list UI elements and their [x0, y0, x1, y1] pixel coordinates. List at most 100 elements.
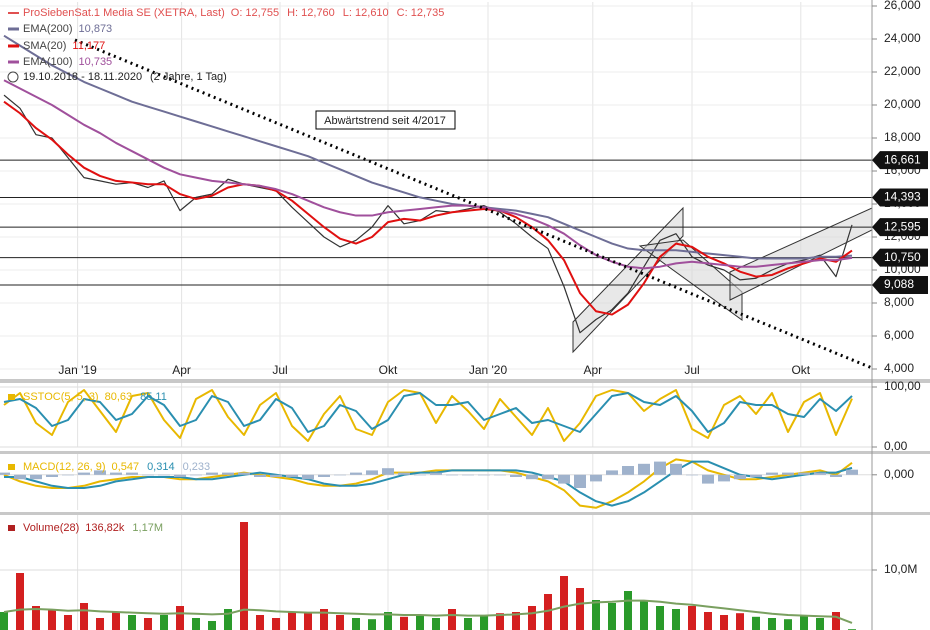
- bar: [560, 576, 568, 630]
- bar: [544, 594, 552, 630]
- bar: [608, 603, 616, 630]
- bar: [288, 612, 296, 630]
- bar: [430, 472, 442, 475]
- y-tick-label: 8,000: [884, 295, 914, 309]
- bar: [336, 615, 344, 630]
- y-tick-label: 10,0M: [884, 562, 917, 576]
- legend-value: 1,17M: [132, 522, 163, 534]
- bar: [350, 472, 362, 475]
- legend-icon: [8, 525, 15, 531]
- bar: [830, 474, 842, 477]
- bar: [766, 472, 778, 475]
- ohlc: H: 12,760: [287, 7, 335, 19]
- bar: [368, 619, 376, 630]
- annotation: Abwärtstrend seit 4/2017: [324, 115, 446, 127]
- bar: [222, 472, 234, 475]
- bar: [384, 612, 392, 630]
- annotation-box: [315, 110, 456, 130]
- bar: [752, 616, 760, 630]
- bar: [304, 613, 312, 630]
- x-tick-label: Jan '19: [58, 363, 97, 377]
- bar: [846, 469, 858, 475]
- bar: [654, 461, 666, 475]
- bar: [736, 613, 744, 630]
- x-tick-label: Apr: [172, 363, 191, 377]
- bar: [480, 615, 488, 630]
- bar: [112, 612, 120, 630]
- bar: [750, 474, 762, 477]
- bar: [192, 618, 200, 630]
- y-tick-label: 24,000: [884, 31, 921, 45]
- bar: [528, 606, 536, 630]
- bar: [80, 603, 88, 630]
- x-tick-label: Jul: [272, 363, 287, 377]
- bar: [800, 615, 808, 630]
- bar: [494, 474, 506, 476]
- legend-value: 0,233: [183, 461, 211, 473]
- legend-name: ProSiebenSat.1 Media SE (XETRA, Last): [23, 7, 225, 19]
- bar: [462, 474, 474, 476]
- bar: [622, 466, 634, 475]
- bar: [32, 606, 40, 630]
- legend-value: 85,11: [140, 391, 167, 403]
- series-line: [3, 79, 853, 270]
- bar: [670, 463, 682, 475]
- level-label: 12,595: [884, 219, 921, 233]
- bar: [512, 612, 520, 630]
- clock-icon: [7, 71, 19, 83]
- bar: [256, 615, 264, 630]
- legend: 19.10.2018 - 18.11.2020 (2 Jahre, 1 Tag)…: [7, 7, 444, 534]
- bar: [416, 615, 424, 630]
- series-line: [3, 100, 853, 316]
- legend-name: EMA(100): [23, 56, 73, 68]
- level-label-bg: [872, 151, 928, 170]
- bar: [94, 470, 106, 475]
- bar: [446, 474, 458, 476]
- series-line: [4, 460, 853, 507]
- legend-value: 11,177: [72, 40, 105, 52]
- x-tick-label: Jan '20: [469, 363, 508, 377]
- bar: [382, 468, 394, 475]
- legend-icon: [8, 394, 15, 400]
- legend-icon: [8, 464, 15, 470]
- bar: [254, 474, 266, 477]
- y-tick-label: 20,000: [884, 97, 921, 111]
- separator: [0, 379, 930, 383]
- bar: [126, 472, 138, 475]
- y-tick-label: 4,000: [884, 361, 914, 375]
- bar: [0, 472, 10, 475]
- bar: [238, 472, 250, 475]
- level-label-bg: [872, 248, 928, 267]
- legend-value: 0,314: [147, 461, 175, 473]
- bar: [590, 474, 602, 482]
- legend-value: 136,82k: [85, 522, 125, 534]
- separator: [0, 451, 930, 454]
- bar: [110, 472, 122, 475]
- level-label-bg: [872, 276, 928, 295]
- bar: [208, 621, 216, 630]
- bar: [62, 474, 74, 476]
- level-label-bg: [872, 218, 928, 237]
- legend-name: SMA(20): [23, 40, 66, 52]
- bar: [48, 609, 56, 630]
- bar: [784, 619, 792, 630]
- bar: [96, 618, 104, 630]
- bar: [0, 612, 8, 630]
- legend-name: MACD(12, 26, 9): [23, 461, 106, 473]
- bar: [432, 618, 440, 630]
- bar: [30, 474, 42, 480]
- bar: [542, 474, 554, 480]
- series-line: [3, 392, 853, 433]
- bar: [734, 474, 746, 480]
- bar: [270, 474, 282, 477]
- bar: [302, 474, 314, 480]
- bar: [46, 474, 58, 477]
- bar: [718, 474, 730, 482]
- period: (2 Jahre, 1 Tag): [150, 71, 227, 83]
- level-label-bg: [872, 188, 928, 207]
- bar: [782, 472, 794, 475]
- bar: [638, 463, 650, 475]
- bar: [576, 588, 584, 630]
